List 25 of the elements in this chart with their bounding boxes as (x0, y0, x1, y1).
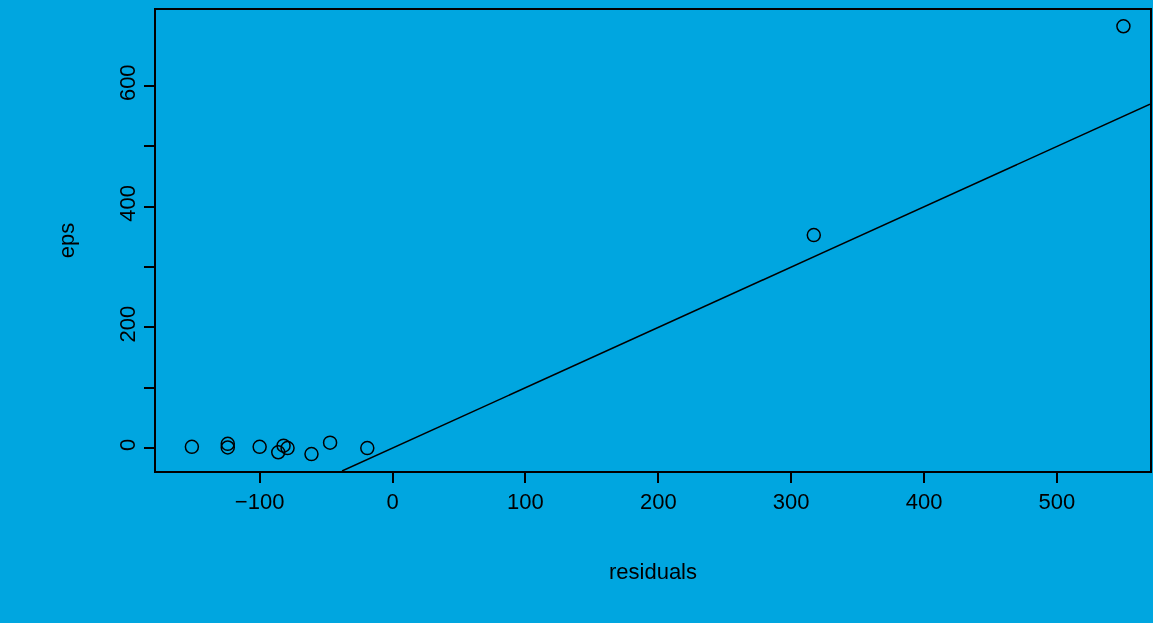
point (276, 438, 291, 453)
x-tick-label: 100 (507, 489, 544, 515)
point (1116, 19, 1131, 34)
y-tick-label: 0 (115, 438, 141, 451)
point (304, 446, 319, 462)
x-tick-label: 400 (905, 489, 943, 515)
point (806, 227, 822, 243)
point (271, 445, 286, 460)
y-tick-label: 400 (115, 185, 141, 222)
x-tick-label: 0 (386, 489, 399, 515)
point (252, 439, 267, 455)
x-tick-label: −100 (234, 489, 285, 515)
x-axis-title: residuals (608, 558, 698, 584)
point (220, 436, 236, 452)
y-tick-label: 200 (115, 305, 141, 343)
x-tick-label: 200 (639, 489, 677, 515)
point (280, 440, 295, 456)
y-axis-title: eps (53, 222, 79, 259)
x-tick-label: 500 (1038, 489, 1076, 515)
point (322, 435, 338, 450)
y-tick-label: 600 (115, 64, 141, 102)
point (184, 439, 200, 455)
x-tick-label: 300 (772, 489, 810, 515)
point (360, 440, 375, 456)
point (220, 440, 236, 455)
